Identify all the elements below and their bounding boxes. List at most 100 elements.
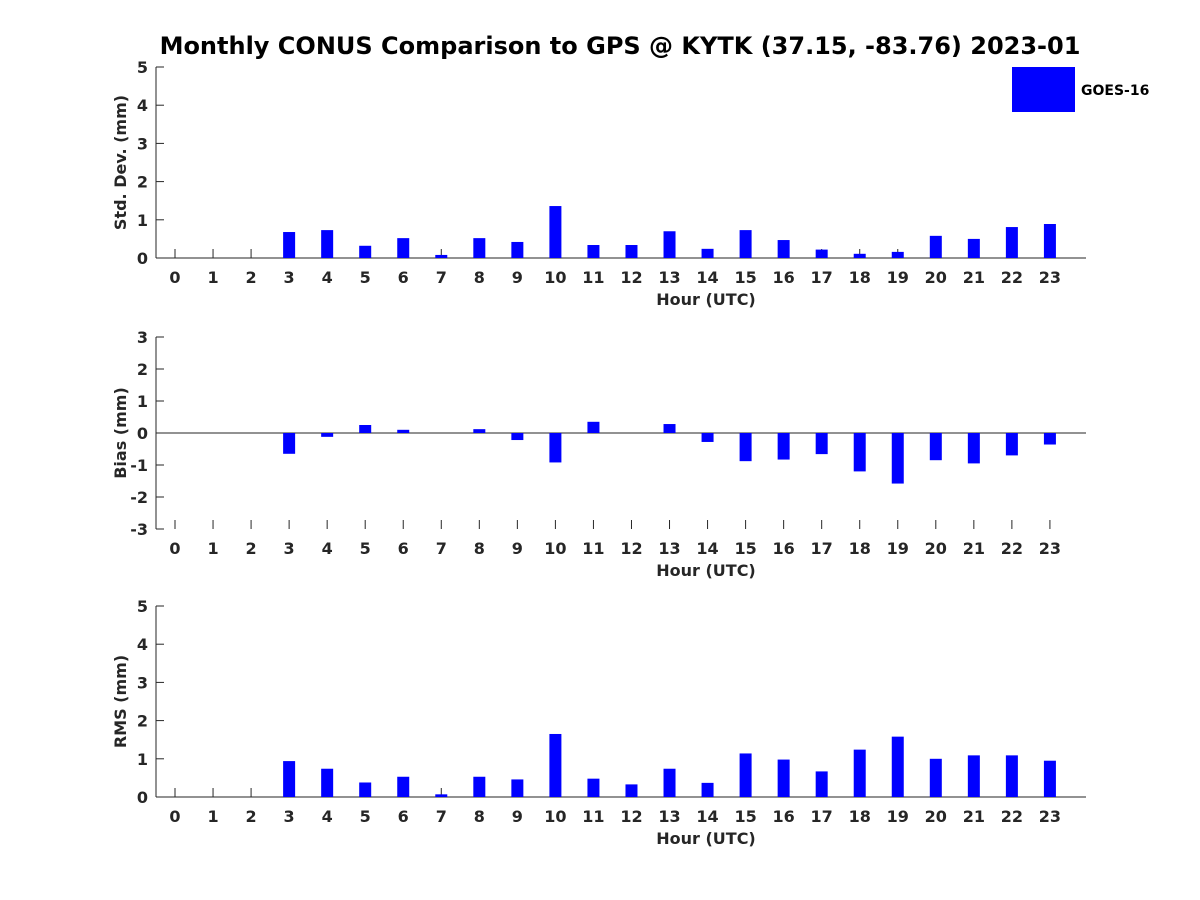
rms-x-tick-label: 1 [207, 807, 218, 826]
bias-x-tick-label: 5 [360, 539, 371, 558]
bias-x-tick-label: 22 [1001, 539, 1023, 558]
std-dev-y-tick-label: 1 [137, 211, 148, 230]
std-dev-x-tick-label: 16 [773, 268, 795, 287]
rms-bar-8 [473, 776, 486, 797]
bias-bar-16 [777, 433, 790, 460]
std-dev-bar-21 [967, 238, 980, 258]
rms-x-tick-label: 19 [887, 807, 909, 826]
rms-bar-20 [929, 758, 942, 797]
rms-x-tick-label: 10 [544, 807, 566, 826]
std-dev-bar-18 [853, 253, 866, 258]
bias-bar-23 [1043, 433, 1056, 445]
std-dev-x-tick-label: 6 [398, 268, 409, 287]
std-dev-y-axis-label: Std. Dev. (mm) [111, 95, 130, 230]
rms-y-tick-label: 2 [137, 712, 148, 731]
rms-bar-14 [701, 782, 714, 797]
bias-x-tick-label: 1 [207, 539, 218, 558]
std-dev-bar-15 [739, 230, 752, 258]
std-dev-bar-13 [663, 231, 676, 258]
rms-bar-15 [739, 753, 752, 797]
std-dev-bar-23 [1043, 224, 1056, 258]
rms-bar-9 [511, 779, 524, 797]
bias-x-tick-label: 6 [398, 539, 409, 558]
rms-x-tick-label: 0 [169, 807, 180, 826]
std-dev-x-tick-label: 8 [474, 268, 485, 287]
bias-x-tick-label: 17 [811, 539, 833, 558]
rms-x-tick-label: 14 [696, 807, 718, 826]
bias-x-tick-label: 8 [474, 539, 485, 558]
rms-x-tick-label: 9 [512, 807, 523, 826]
std-dev-y-tick-label: 2 [137, 173, 148, 192]
bias-bar-3 [283, 433, 296, 454]
rms-bar-10 [549, 733, 562, 797]
rms-bar-11 [587, 778, 600, 797]
std-dev-bar-8 [473, 238, 486, 258]
std-dev-bar-10 [549, 206, 562, 258]
rms-bar-12 [625, 784, 638, 797]
bias-x-tick-label: 14 [696, 539, 718, 558]
rms-x-tick-label: 11 [582, 807, 604, 826]
bias-x-axis-label: Hour (UTC) [656, 561, 756, 580]
bias-y-tick-label: -2 [130, 488, 148, 507]
bias-x-tick-label: 23 [1039, 539, 1061, 558]
bias-y-axis-label: Bias (mm) [111, 387, 130, 479]
rms-bar-22 [1005, 755, 1018, 797]
std-dev-x-tick-label: 9 [512, 268, 523, 287]
rms-x-axis-label: Hour (UTC) [656, 829, 756, 848]
std-dev-y-tick-label: 0 [137, 249, 148, 268]
rms-x-tick-label: 20 [925, 807, 947, 826]
std-dev-x-tick-label: 11 [582, 268, 604, 287]
std-dev-x-tick-label: 0 [169, 268, 180, 287]
bias-bar-21 [967, 433, 980, 464]
bias-y-tick-label: 3 [137, 328, 148, 347]
bias-bar-4 [321, 433, 334, 437]
bias-x-tick-label: 4 [322, 539, 333, 558]
bias-x-tick-label: 15 [734, 539, 756, 558]
std-dev-x-tick-label: 21 [963, 268, 985, 287]
std-dev-bar-7 [435, 254, 448, 258]
std-dev-x-tick-label: 2 [246, 268, 257, 287]
rms-x-tick-label: 17 [811, 807, 833, 826]
rms-x-tick-label: 22 [1001, 807, 1023, 826]
std-dev-bar-22 [1005, 227, 1018, 258]
rms-x-tick-label: 4 [322, 807, 333, 826]
rms-bar-4 [321, 768, 334, 797]
rms-bar-21 [967, 755, 980, 797]
std-dev-x-tick-label: 10 [544, 268, 566, 287]
rms-x-tick-label: 18 [849, 807, 871, 826]
bias-x-tick-label: 2 [246, 539, 257, 558]
bias-bar-22 [1005, 433, 1018, 456]
rms-x-tick-label: 2 [246, 807, 257, 826]
rms-x-tick-label: 23 [1039, 807, 1061, 826]
std-dev-x-axis-label: Hour (UTC) [656, 290, 756, 309]
bias-x-tick-label: 3 [284, 539, 295, 558]
rms-x-tick-label: 5 [360, 807, 371, 826]
bias-bar-10 [549, 433, 562, 463]
std-dev-y-tick-label: 5 [137, 58, 148, 77]
std-dev-x-tick-label: 12 [620, 268, 642, 287]
std-dev-x-tick-label: 22 [1001, 268, 1023, 287]
rms-y-tick-label: 4 [137, 635, 148, 654]
bias-x-tick-label: 11 [582, 539, 604, 558]
bias-x-tick-label: 19 [887, 539, 909, 558]
bias-y-tick-label: 0 [137, 424, 148, 443]
std-dev-x-tick-label: 13 [658, 268, 680, 287]
std-dev-y-tick-label: 4 [137, 96, 148, 115]
std-dev-bar-3 [283, 232, 296, 258]
bias-bar-9 [511, 433, 524, 441]
bias-bar-14 [701, 433, 714, 442]
rms-x-tick-label: 12 [620, 807, 642, 826]
std-dev-x-tick-label: 23 [1039, 268, 1061, 287]
std-dev-bar-11 [587, 245, 600, 258]
rms-bar-17 [815, 771, 828, 797]
bias-bar-13 [663, 424, 676, 433]
bias-y-tick-label: -3 [130, 520, 148, 539]
bias-bar-6 [397, 429, 410, 433]
rms-y-tick-label: 1 [137, 750, 148, 769]
bias-bar-5 [359, 425, 372, 433]
chart-title: Monthly CONUS Comparison to GPS @ KYTK (… [160, 32, 1081, 60]
rms-x-tick-label: 21 [963, 807, 985, 826]
